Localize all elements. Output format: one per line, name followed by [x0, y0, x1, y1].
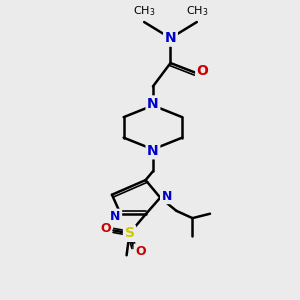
Text: O: O [197, 64, 208, 78]
Text: O: O [100, 223, 110, 236]
Text: N: N [110, 210, 121, 223]
Text: CH$_3$: CH$_3$ [186, 4, 208, 18]
Text: N: N [161, 190, 172, 203]
Text: N: N [165, 31, 176, 45]
Text: N: N [147, 144, 159, 158]
Text: N: N [147, 97, 159, 111]
Text: O: O [135, 245, 146, 258]
Text: S: S [124, 226, 134, 240]
Text: CH$_3$: CH$_3$ [133, 4, 155, 18]
